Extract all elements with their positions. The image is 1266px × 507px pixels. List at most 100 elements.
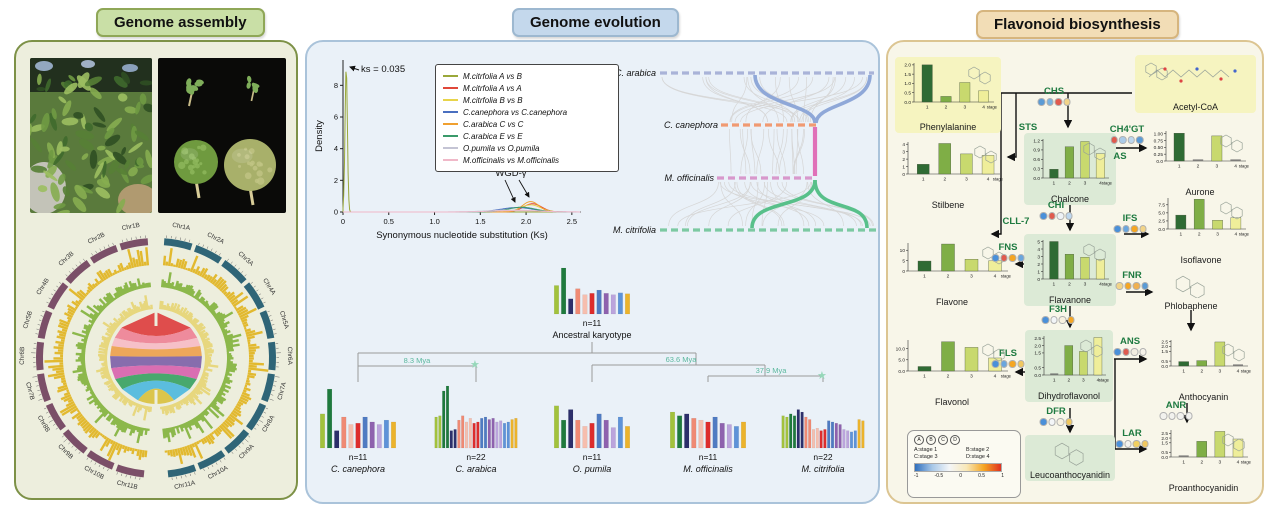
- svg-text:1.5: 1.5: [1161, 349, 1168, 355]
- gradient-tick: -1: [914, 473, 919, 479]
- svg-text:1.5: 1.5: [1034, 351, 1041, 357]
- svg-text:1: 1: [1053, 181, 1056, 187]
- svg-text:Chr2B: Chr2B: [87, 231, 106, 245]
- node-chalcone: 1.2 0.9 0.6 0.3 0.0 1 2 3 4 stage Chalcone: [1024, 133, 1116, 205]
- enzyme-label-CHS: CHS: [1043, 86, 1065, 97]
- svg-text:3: 3: [1082, 378, 1085, 384]
- svg-text:stage: stage: [1102, 181, 1113, 186]
- fruit-photo: [158, 58, 286, 213]
- svg-text:0.0: 0.0: [1034, 373, 1041, 379]
- svg-text:n=11: n=11: [349, 452, 368, 462]
- legend-line-swatch: [443, 111, 458, 113]
- svg-text:Chr1B: Chr1B: [121, 222, 140, 232]
- svg-text:n=11: n=11: [583, 452, 602, 462]
- heat-dot: [991, 254, 999, 262]
- heat-dot: [1176, 412, 1184, 420]
- svg-text:0.5: 0.5: [1161, 359, 1168, 365]
- node-label-stilbene: Stilbene: [931, 200, 965, 210]
- legend-stage-entry: C:stage 3: [914, 454, 938, 460]
- legend-series-name: O.pumila vs O.pumila: [463, 143, 540, 153]
- heat-dot: [1122, 348, 1130, 356]
- svg-text:Chr6B: Chr6B: [19, 347, 26, 365]
- bar-chart-aurone: 1.000.750.500.250.0 1 2 3 4 stage: [1154, 131, 1250, 170]
- ks-legend-entry: M.citrfolia A vs A: [443, 82, 611, 94]
- svg-text:M. citrifolia: M. citrifolia: [613, 225, 656, 235]
- svg-text:1: 1: [923, 274, 926, 280]
- svg-text:Chr7B: Chr7B: [24, 381, 35, 400]
- svg-text:ks = 0.035: ks = 0.035: [361, 64, 405, 75]
- ks-legend-entry: O.pumila vs O.pumila: [443, 142, 611, 154]
- bar-chart-flavonol: 10.0 5.0 0.0 1 2 3 4 stage: [896, 340, 1012, 380]
- legend-line-swatch: [443, 123, 458, 125]
- svg-text:1: 1: [1182, 369, 1185, 375]
- enzyme-AS: AS: [1113, 151, 1126, 162]
- gradient-tick: 1: [1001, 473, 1004, 479]
- svg-text:M. citrifolia: M. citrifolia: [801, 464, 844, 474]
- svg-text:0.0: 0.0: [1161, 364, 1168, 370]
- svg-text:0.0: 0.0: [1033, 176, 1040, 182]
- svg-text:1.5: 1.5: [904, 72, 911, 78]
- heat-dot: [1130, 348, 1138, 356]
- svg-text:0.0: 0.0: [1158, 227, 1165, 233]
- enzyme-ANS: ANS: [1113, 336, 1147, 356]
- svg-text:0.0: 0.0: [904, 100, 911, 106]
- heat-dot: [1132, 282, 1140, 290]
- node-label-aurone: Aurone: [1185, 187, 1215, 197]
- svg-text:1.0: 1.0: [429, 217, 439, 226]
- svg-text:0: 0: [902, 172, 905, 178]
- heat-dot: [1113, 348, 1121, 356]
- svg-text:10.0: 10.0: [896, 346, 906, 352]
- enzyme-FLS: FLS: [991, 348, 1025, 368]
- svg-text:2.5: 2.5: [1161, 431, 1168, 437]
- svg-text:Chr9A: Chr9A: [238, 443, 256, 461]
- gradient-tick: -0.5: [934, 473, 944, 479]
- svg-text:2.0: 2.0: [1161, 344, 1168, 350]
- svg-text:2: 2: [947, 274, 950, 280]
- legend-stage-entry: A:stage 1: [914, 447, 938, 453]
- svg-text:4: 4: [987, 177, 990, 183]
- legend-line-swatch: [443, 135, 458, 137]
- ks-legend-entry: M.citrfolia A vs B: [443, 70, 611, 82]
- heatmap-legend: A B C D A:stage 1 B:stage 2 C:stage 3 D:stage 4…: [907, 430, 1021, 498]
- heat-dot: [1008, 254, 1016, 262]
- svg-text:Chr3B: Chr3B: [57, 250, 75, 267]
- svg-text:0.75: 0.75: [1154, 138, 1164, 144]
- svg-text:Chr11B: Chr11B: [116, 480, 138, 492]
- heat-dot: [1127, 136, 1135, 144]
- heat-dot: [1065, 418, 1073, 426]
- molecule-leucoanthocyanidin: [1054, 442, 1084, 466]
- svg-text:0.9: 0.9: [1033, 148, 1040, 154]
- legend-group-D: D: [950, 435, 960, 445]
- heat-dot: [1017, 360, 1025, 368]
- node-dihydroflavonol: 2.5 2.0 1.5 0.5 0.0 1 2 3 4 stage Dihydroflavonol: [1025, 330, 1113, 402]
- svg-text:Chr4A: Chr4A: [261, 277, 277, 297]
- legend-group-C: C: [938, 435, 948, 445]
- heat-dot: [1054, 98, 1062, 106]
- legend-stage-map: A:stage 1 B:stage 2 C:stage 3 D:stage 4: [914, 447, 1014, 460]
- svg-text:n=22: n=22: [813, 452, 832, 462]
- heat-dot: [991, 360, 999, 368]
- bar-chart-isoflavone: 7.5 5.0 2.5 0.0 1 2 3 4 stage: [1158, 198, 1250, 238]
- heat-dot: [1139, 348, 1147, 356]
- legend-group-B: B: [926, 435, 936, 445]
- svg-text:3: 3: [970, 374, 973, 380]
- legend-line-swatch: [443, 75, 458, 77]
- svg-text:2.5: 2.5: [1158, 219, 1165, 225]
- node-label-phenylalanine: Phenylalanine: [919, 122, 977, 132]
- legend-series-name: M.citrfolia B vs B: [463, 95, 523, 105]
- svg-text:Chr5A: Chr5A: [278, 310, 290, 330]
- bar-chart-chalcone: 1.2 0.9 0.6 0.3 0.0 1 2 3 4 stage: [1033, 138, 1113, 187]
- svg-text:2: 2: [1200, 460, 1203, 466]
- node-label-anthocyanin: Anthocyanin: [1178, 392, 1229, 402]
- svg-text:0.5: 0.5: [1161, 450, 1168, 456]
- svg-text:Chr7A: Chr7A: [277, 381, 289, 401]
- ks-legend-entry: C.canephora vs C.canephora: [443, 106, 611, 118]
- svg-text:2: 2: [1200, 369, 1203, 375]
- enzyme-label-FNS: FNS: [998, 242, 1018, 253]
- gradient-tick: 0: [959, 473, 963, 479]
- svg-text:2: 2: [945, 105, 948, 111]
- node-label-dihydroflavonol: Dihydroflavonol: [1037, 391, 1101, 401]
- heat-dot: [1185, 412, 1193, 420]
- svg-text:3: 3: [902, 149, 905, 155]
